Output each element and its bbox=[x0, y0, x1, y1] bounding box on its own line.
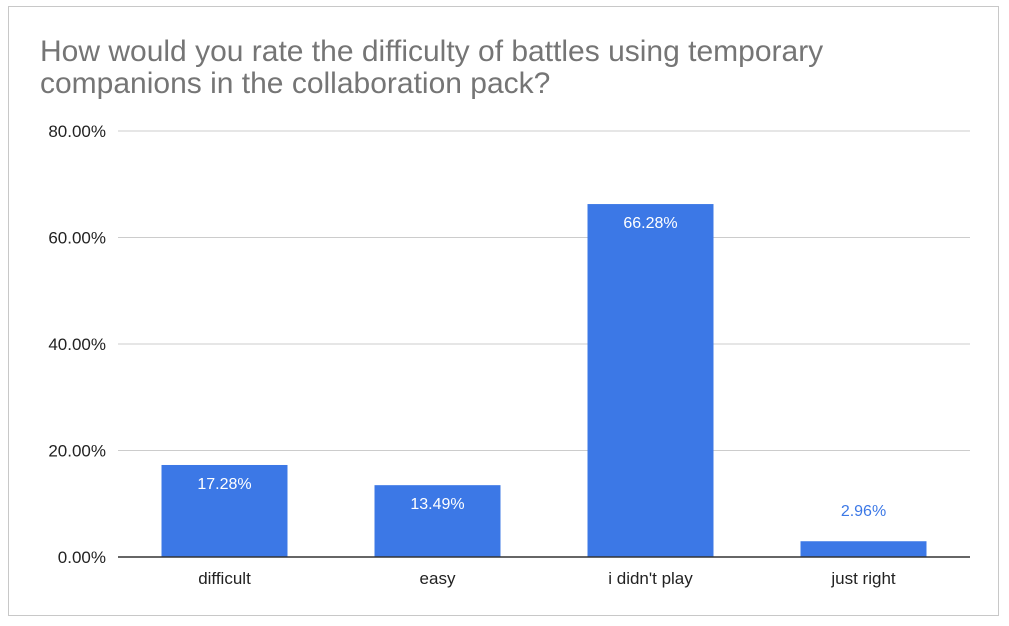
x-category-label: i didn't play bbox=[608, 569, 693, 588]
y-tick-label: 0.00% bbox=[58, 548, 106, 567]
x-category-label: easy bbox=[420, 569, 456, 588]
data-labels: 17.28% 13.49% 66.28% 2.96% bbox=[197, 215, 886, 520]
bars bbox=[161, 204, 927, 557]
bar bbox=[161, 464, 288, 557]
y-tick-label: 80.00% bbox=[48, 122, 106, 141]
y-tick-label: 20.00% bbox=[48, 442, 106, 461]
y-tick-label: 40.00% bbox=[48, 335, 106, 354]
bar bbox=[374, 485, 501, 557]
data-label: 2.96% bbox=[841, 503, 886, 520]
bar bbox=[800, 541, 927, 557]
y-axis-ticks: 0.00% 20.00% 40.00% 60.00% 80.00% bbox=[48, 122, 106, 567]
chart-title: How would you rate the difficulty of bat… bbox=[40, 35, 824, 100]
x-category-label: difficult bbox=[198, 569, 251, 588]
x-axis-categories: difficult easy i didn't play just right bbox=[198, 569, 896, 588]
data-label: 13.49% bbox=[410, 496, 464, 513]
x-category-label: just right bbox=[830, 569, 896, 588]
bar bbox=[587, 204, 714, 557]
gridlines bbox=[118, 130, 970, 451]
data-label: 66.28% bbox=[623, 215, 677, 232]
y-tick-label: 60.00% bbox=[48, 229, 106, 248]
data-label: 17.28% bbox=[197, 476, 251, 493]
